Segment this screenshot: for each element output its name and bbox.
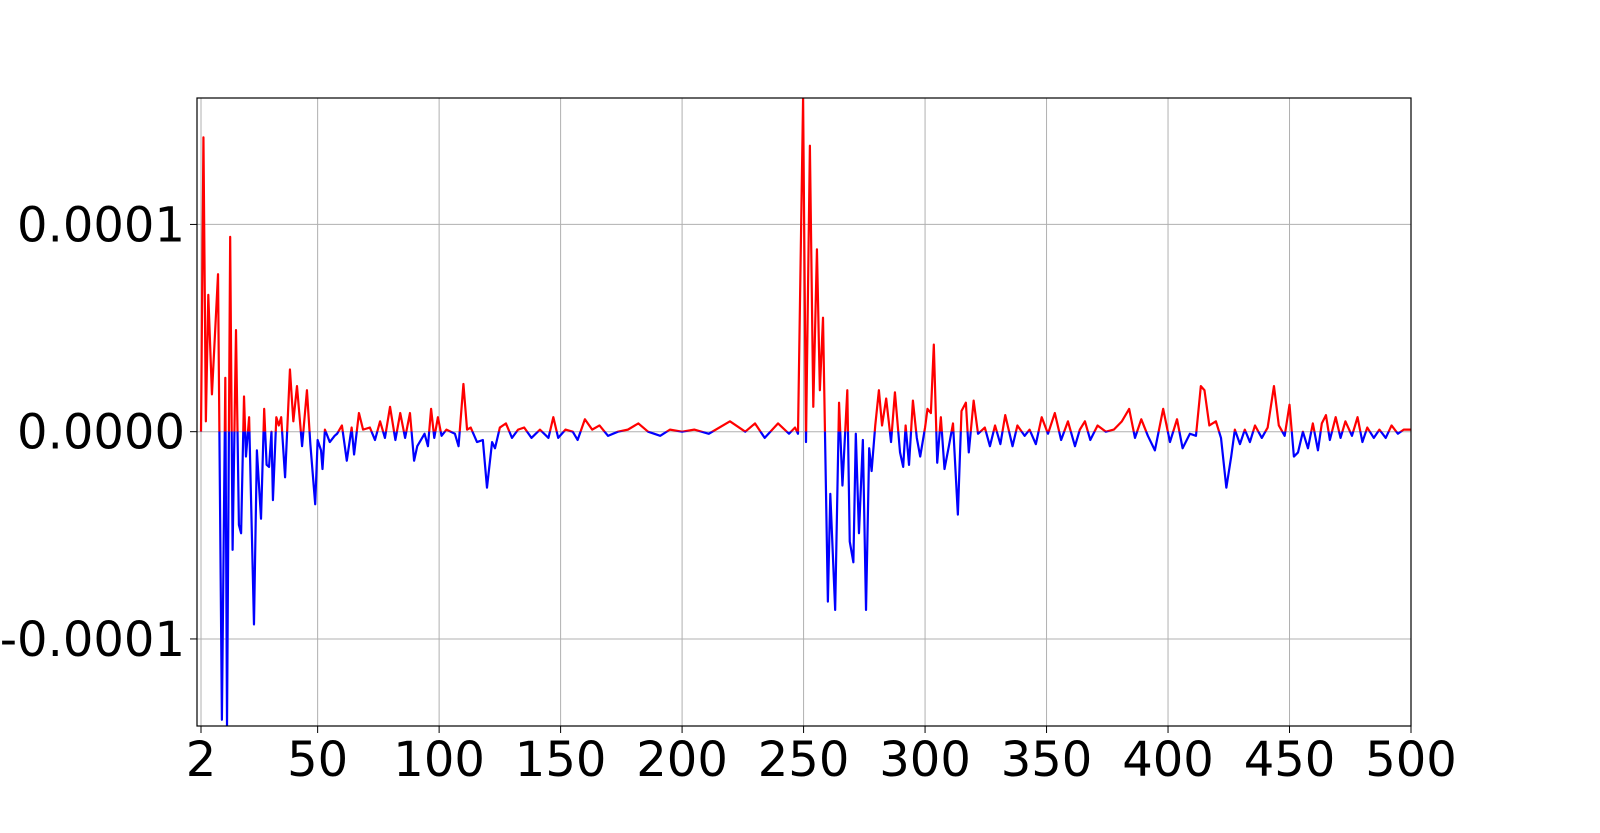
x-tick-label: 50	[287, 732, 348, 788]
x-tick-label: 2	[186, 732, 217, 788]
data-line	[199, 98, 1411, 726]
x-tick-label: 150	[515, 732, 607, 788]
x-tick-label: 200	[636, 732, 728, 788]
x-tick-label: 400	[1122, 732, 1214, 788]
plot-frame	[196, 97, 1412, 727]
x-tick-label: 450	[1244, 732, 1336, 788]
y-tick-label: 0.0001	[17, 197, 185, 253]
x-tick-label: 500	[1365, 732, 1457, 788]
x-tick-label: 250	[758, 732, 850, 788]
y-tick-label: 0.0000	[17, 405, 185, 461]
y-tick-label: -0.0001	[0, 612, 185, 668]
x-tick-label: 300	[879, 732, 971, 788]
x-tick-label: 350	[1001, 732, 1093, 788]
x-tick-label: 100	[393, 732, 485, 788]
